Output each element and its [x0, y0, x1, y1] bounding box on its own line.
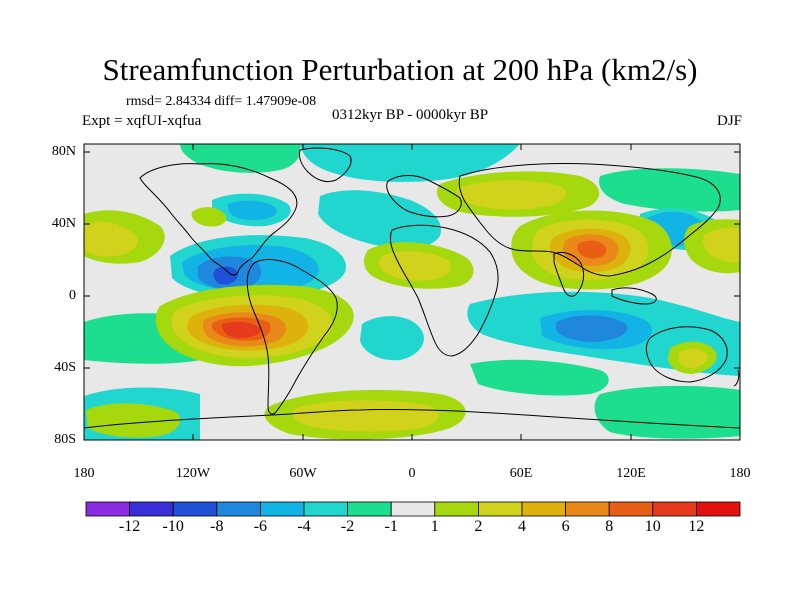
north-pacific-high-inner [84, 221, 138, 257]
colorbar-swatch [696, 501, 741, 517]
south-asia-high-core [577, 240, 607, 259]
colorbar-label: 8 [605, 518, 614, 535]
lat-label-80n: 80N [51, 144, 76, 159]
colorbar-label: 2 [474, 518, 483, 535]
south-indian-green [470, 359, 609, 396]
north-america-coast [139, 163, 298, 276]
south-america-coast [246, 259, 338, 415]
shading-layer [84, 144, 740, 440]
colorbar-label: -10 [162, 518, 184, 535]
experiment-label: Expt = xqfUI-xqfua [82, 113, 202, 129]
colorbar-label: 6 [561, 518, 570, 535]
colorbar-swatch [172, 501, 218, 517]
australia-coast [645, 326, 728, 383]
south-atlantic-cyan [360, 316, 424, 361]
asia-coast [458, 163, 721, 277]
period-label: 0312kyr BP - 0000kyr BP [331, 107, 489, 123]
colorbar-swatch [390, 501, 436, 517]
map-title: Streamfunction Perturbation at 200 hPa (… [102, 52, 698, 87]
lon-label-0: 0 [408, 466, 416, 481]
colorbar-swatch [216, 501, 261, 517]
colorbar-swatch [434, 501, 479, 517]
arctic-green-band [180, 144, 301, 173]
colorbar-label: -12 [118, 518, 141, 535]
colorbar-label: 12 [688, 518, 705, 535]
lon-label-60w: 60W [289, 466, 317, 481]
colorbar-swatch [303, 501, 348, 517]
colorbar-label: -4 [297, 518, 311, 535]
lon-label-60e: 60E [509, 466, 533, 481]
colorbar-label: 1 [430, 518, 439, 535]
gulf-high-small [191, 207, 227, 227]
india-coast [553, 251, 585, 297]
colorbar-swatch [565, 501, 610, 517]
lat-label-0: 0 [69, 288, 76, 303]
australia-high-inner [678, 348, 708, 368]
europe-coast [386, 175, 462, 218]
colorbar-swatch [521, 501, 566, 517]
north-atlantic-cyan [318, 190, 441, 250]
indonesia-coast [611, 287, 657, 305]
colorbar-swatch [477, 501, 523, 517]
new-zealand-coast [733, 369, 740, 387]
atlantic-low-inner [227, 200, 277, 220]
lat-label-80s: 80S [54, 432, 76, 447]
colorbar-label: -1 [384, 518, 398, 535]
africa-coast [389, 224, 499, 357]
lat-label-40s: 40S [54, 360, 76, 375]
southern-pacific-green [594, 385, 740, 439]
antarctica-coast [84, 408, 740, 429]
coastlines [84, 147, 740, 429]
lon-ticks [83, 144, 741, 440]
colorbar-label: -8 [210, 518, 224, 535]
colorbar-swatch [347, 501, 392, 517]
colorbar-label: 10 [644, 518, 661, 535]
north-pacific-high-east-inner [702, 227, 740, 263]
indian-low-inner [556, 315, 628, 342]
south-pacific-high [86, 403, 181, 438]
southern-ocean-high-inner [292, 400, 440, 432]
lat-label-40n: 40N [51, 216, 76, 231]
eurasia-high-inner [456, 180, 567, 210]
south-america-high-core [222, 321, 261, 338]
arctic-cyan-band [300, 144, 520, 182]
east-pacific-low-core [213, 266, 238, 285]
north-pacific-green [599, 168, 740, 212]
atlantic-high-inner [379, 251, 452, 281]
colorbar-swatch [608, 501, 654, 517]
colorbar-label: -2 [340, 518, 355, 535]
season-label: DJF [716, 113, 742, 129]
lon-label-180w: 180 [73, 466, 95, 481]
colorbar-swatch [85, 501, 130, 517]
colorbar-label: 4 [518, 518, 526, 535]
greenland-coast [299, 147, 352, 183]
colorbar-swatch [259, 501, 305, 517]
rmsd-stats: rmsd= 2.84334 diff= 1.47909e-08 [126, 94, 317, 109]
lat-ticks [84, 151, 740, 441]
colorbar-swatch [129, 501, 174, 517]
lon-label-180e: 180 [729, 466, 751, 481]
lon-label-120e: 120E [616, 466, 646, 481]
colorbar [85, 501, 741, 517]
colorbar-label: -6 [253, 518, 268, 535]
colorbar-swatch [652, 501, 697, 517]
lon-label-120w: 120W [175, 466, 211, 481]
